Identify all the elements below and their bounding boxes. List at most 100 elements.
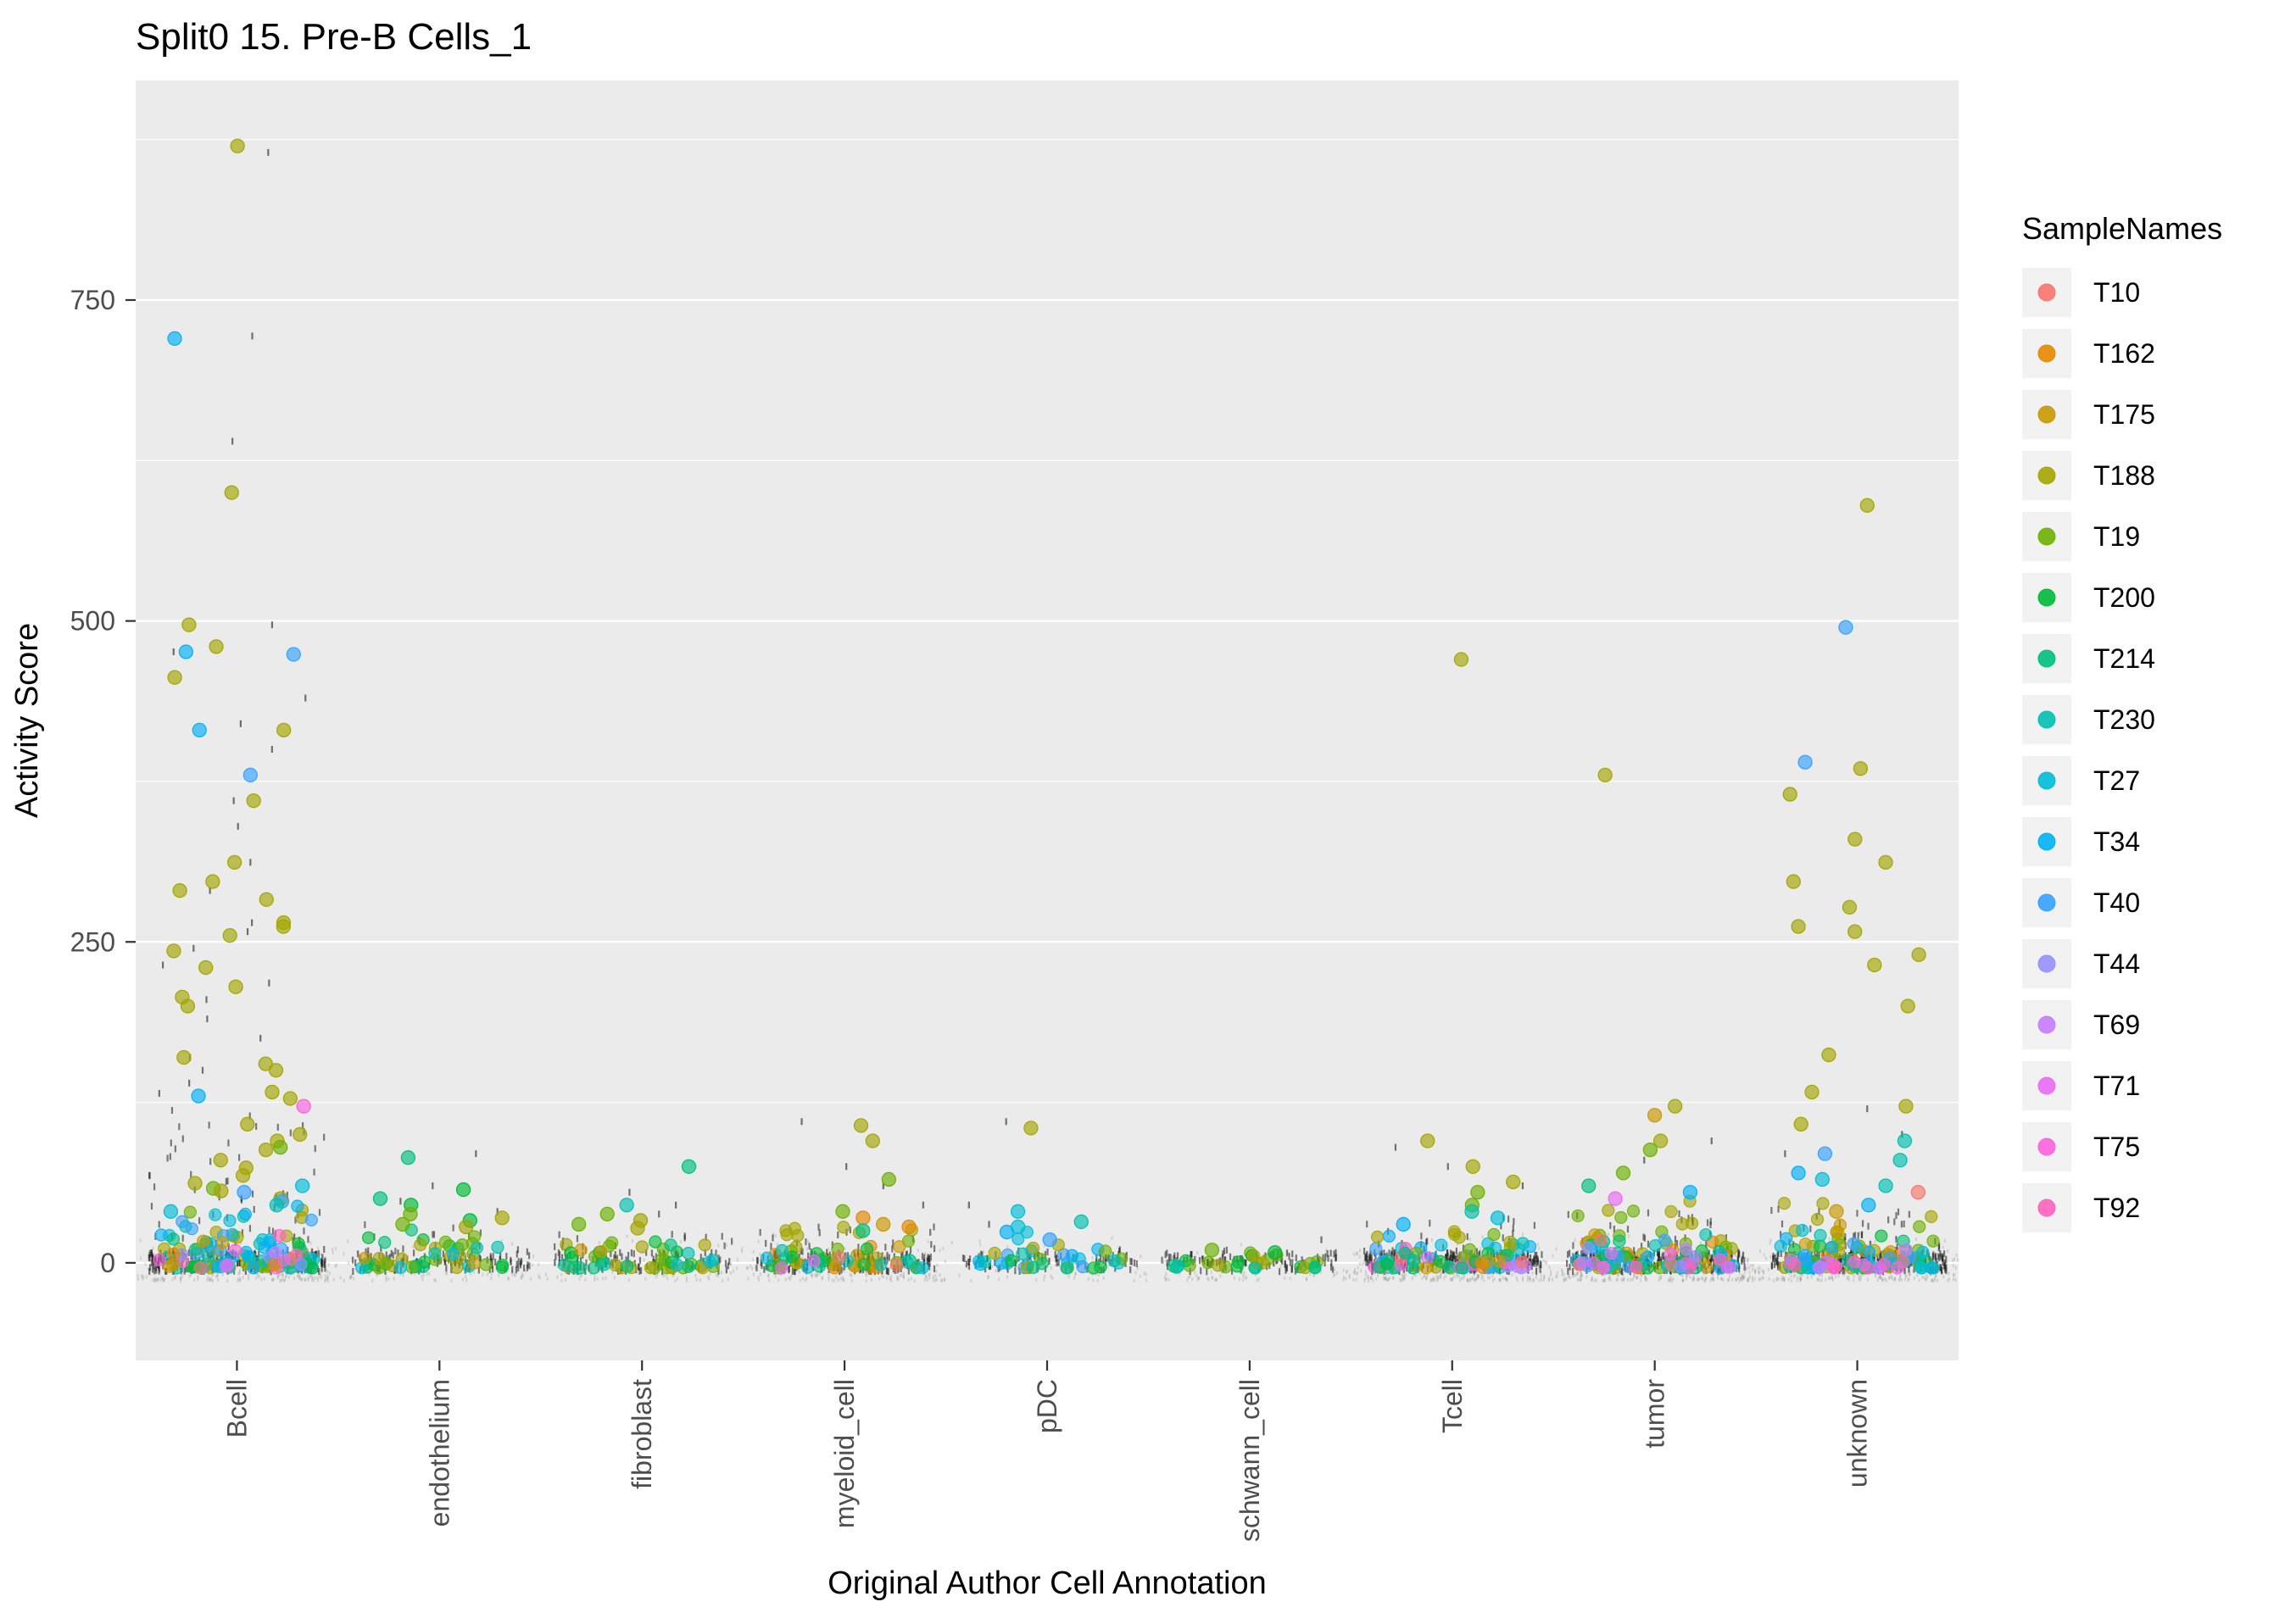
jitter-mark [857,1243,860,1251]
halo-mark [939,1273,941,1277]
halo-mark [323,1256,326,1260]
halo-mark [741,1246,744,1250]
halo-mark [1403,1276,1406,1281]
jitter-mark [517,1265,520,1272]
jitter-mark [1130,1258,1133,1265]
data-point-T75 [296,1098,311,1114]
jitter-mark [967,1201,970,1209]
jitter-mark [170,1139,172,1147]
jitter-mark [1500,1222,1502,1230]
halo-mark [889,1266,891,1271]
halo-mark [1819,1278,1821,1282]
halo-mark [833,1278,836,1282]
jitter-mark [994,1259,996,1266]
halo-mark [1783,1277,1786,1282]
halo-mark [1196,1277,1199,1282]
jitter-mark [1571,1268,1574,1276]
halo-mark [237,1278,239,1282]
jitter-mark [450,1259,453,1266]
jitter-mark [1194,1255,1196,1263]
halo-mark [1421,1276,1424,1281]
jitter-mark [153,1183,156,1191]
jitter-mark [248,1225,252,1232]
jitter-mark [205,996,208,1004]
halo-mark [1332,1274,1335,1278]
halo-mark [1145,1272,1147,1276]
data-point-T188 [494,1210,510,1226]
jitter-mark [579,1257,582,1265]
halo-mark [1563,1277,1565,1282]
halo-mark [1418,1271,1421,1276]
halo-mark [326,1270,329,1274]
jitter-mark [402,1245,404,1253]
halo-mark [1734,1253,1736,1257]
jitter-mark [554,1253,557,1260]
halo-mark [490,1276,493,1281]
halo-mark [1912,1269,1914,1273]
halo-mark [1246,1276,1248,1280]
data-point-T69 [1814,1260,1827,1274]
halo-mark [1555,1247,1558,1251]
halo-mark [399,1272,402,1276]
jitter-mark [755,1264,758,1271]
halo-mark [865,1279,867,1283]
jitter-mark [491,1265,494,1273]
jitter-mark [887,1268,889,1276]
jitter-mark [510,1256,512,1264]
halo-mark [1528,1276,1530,1281]
data-point-T19 [479,1258,493,1271]
data-point-T188 [240,1116,255,1132]
halo-mark [1540,1274,1542,1278]
jitter-mark [1895,1212,1898,1220]
legend-label-T162: T162 [2093,338,2155,369]
jitter-mark [638,1263,640,1271]
halo-mark [1463,1276,1465,1280]
halo-mark [1775,1278,1778,1282]
jitter-mark [1406,1258,1408,1265]
legend-label-T92: T92 [2093,1193,2140,1223]
jitter-mark [1730,1254,1733,1262]
halo-mark [326,1276,328,1281]
halo-mark [279,1278,281,1282]
jitter-mark [1383,1249,1385,1257]
halo-mark [1623,1277,1625,1282]
jitter-mark [1473,1267,1476,1275]
halo-mark [1352,1271,1355,1275]
data-point-T188 [198,959,214,976]
jitter-mark [1451,1255,1453,1263]
data-point-T188 [265,1084,280,1100]
halo-mark [1783,1278,1786,1282]
jitter-mark [1860,1231,1864,1238]
halo-mark [1478,1274,1480,1278]
halo-mark [1788,1271,1791,1275]
halo-mark [1043,1243,1045,1248]
data-point-T200 [1005,1254,1018,1267]
halo-mark [1607,1232,1609,1237]
halo-mark [1719,1276,1722,1281]
data-point-T188 [180,998,196,1014]
halo-mark [772,1232,775,1237]
jitter-mark [628,1188,631,1196]
halo-mark [1202,1265,1205,1270]
jitter-mark [621,1253,623,1260]
halo-mark [1171,1255,1173,1260]
halo-mark [1468,1278,1471,1282]
jitter-mark [1711,1267,1714,1275]
halo-mark [1357,1271,1359,1276]
data-point-T71 [219,1259,232,1273]
jitter-mark [1935,1257,1937,1265]
halo-mark [1758,1270,1760,1274]
halo-mark [1799,1277,1802,1282]
data-point-T71 [1604,1247,1618,1260]
halo-mark [280,1278,282,1282]
halo-mark [1616,1277,1619,1282]
data-point-T175 [574,1243,588,1257]
halo-mark [707,1275,710,1279]
halo-mark [1879,1274,1881,1278]
data-point-T230 [269,1198,285,1213]
jitter-mark [192,944,195,952]
halo-mark [1754,1270,1757,1274]
jitter-mark [613,1254,616,1261]
halo-mark [137,1273,139,1277]
halo-mark [729,1271,732,1275]
